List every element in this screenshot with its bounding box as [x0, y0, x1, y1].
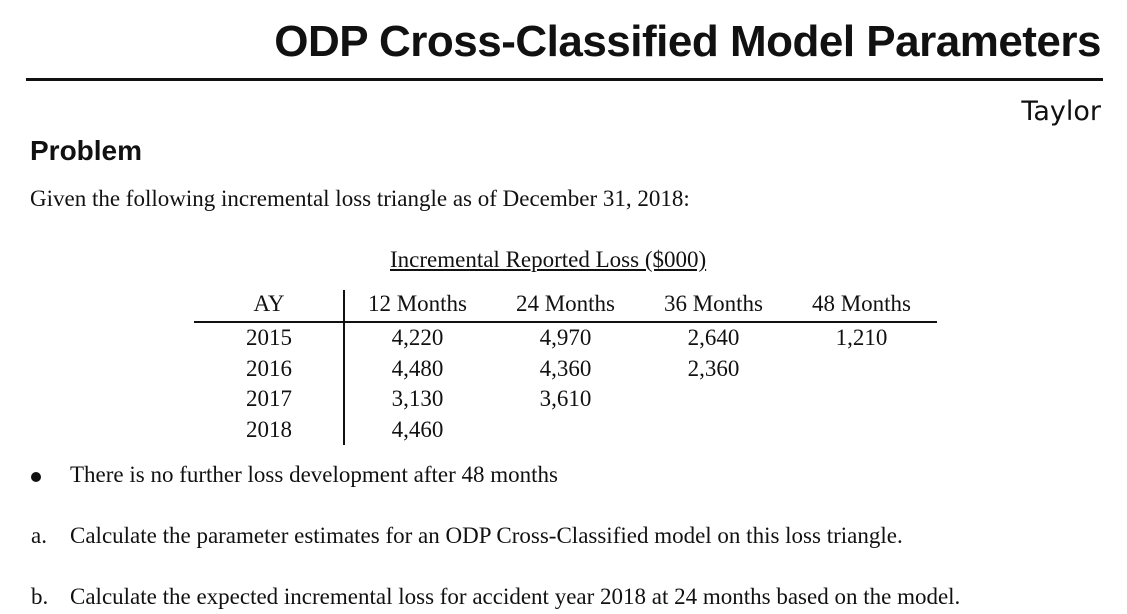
page-title: ODP Cross-Classified Model Parameters	[274, 17, 1101, 66]
ay-cell: 2017	[246, 386, 292, 411]
bullet-icon	[31, 472, 41, 482]
loss-cell: 1,210	[835, 325, 888, 350]
bullet-text: There is no further loss development aft…	[70, 462, 558, 487]
column-header: 12 Months	[367, 291, 468, 316]
ay-cell: 2015	[246, 325, 292, 350]
ay-cell: 2016	[246, 356, 292, 381]
loss-cell: 4,970	[539, 325, 592, 350]
loss-cell: 4,220	[391, 325, 444, 350]
section-heading: Problem	[30, 135, 143, 166]
question-marker: a.	[31, 523, 47, 548]
loss-cell: 2,640	[687, 325, 740, 350]
column-header: 48 Months	[811, 291, 912, 316]
question-text: Calculate the expected incremental loss …	[70, 584, 961, 609]
loss-cell: 4,360	[539, 356, 592, 381]
loss-cell: 4,480	[391, 356, 444, 381]
question-marker: b.	[31, 584, 49, 609]
ay-cell: 2018	[246, 417, 292, 442]
column-header: 36 Months	[663, 291, 764, 316]
question-text: Calculate the parameter estimates for an…	[70, 523, 903, 548]
table-caption: Incremental Reported Loss ($000)	[390, 247, 707, 272]
row-header-label: AY	[253, 291, 285, 316]
author-name: Taylor	[1021, 96, 1101, 127]
intro-text: Given the following incremental loss tri…	[30, 186, 690, 211]
loss-cell: 4,460	[391, 417, 444, 442]
column-header: 24 Months	[515, 291, 616, 316]
title-underline	[26, 78, 1103, 81]
loss-cell: 3,610	[539, 386, 592, 411]
table-vertical-rule	[343, 290, 345, 445]
loss-cell: 3,130	[391, 386, 444, 411]
table-header-rule	[194, 321, 937, 323]
loss-cell: 2,360	[687, 356, 740, 381]
